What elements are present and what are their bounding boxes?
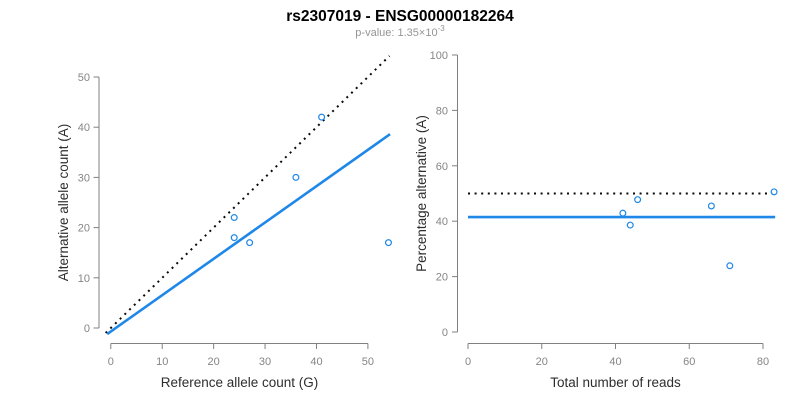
data-point <box>246 239 254 247</box>
x-axis-tick-label: 40 <box>609 356 621 368</box>
figure-subtitle: p-value: 1.35×10-3 <box>355 24 445 39</box>
x-axis-title: Total number of reads <box>550 375 681 390</box>
x-axis-tick-label: 30 <box>259 356 271 368</box>
y-axis-tick-label: 0 <box>84 323 90 335</box>
y-axis-tick-label: 80 <box>436 105 448 117</box>
y-axis-tick-label: 60 <box>436 161 448 173</box>
x-axis-tick-label: 40 <box>310 356 322 368</box>
y-axis-title: Percentage alternative (A) <box>414 115 429 272</box>
data-point <box>384 239 392 247</box>
pvalue-exponent: -3 <box>438 24 446 33</box>
y-axis-tick-label: 30 <box>78 172 90 184</box>
data-point <box>726 262 734 270</box>
data-point <box>770 188 778 196</box>
x-axis-tick-label: 0 <box>108 356 114 368</box>
y-axis-tick-label: 50 <box>78 72 90 84</box>
data-point <box>230 234 238 242</box>
y-axis-tick-label: 20 <box>436 272 448 284</box>
data-point <box>634 196 642 204</box>
y-axis-tick-label: 40 <box>78 122 90 134</box>
pvalue-label: p-value: <box>355 27 397 39</box>
y-axis-tick-label: 0 <box>442 327 448 339</box>
pvalue-mantissa: 1.35×10 <box>398 27 438 39</box>
figure-title: rs2307019 - ENSG00000182264 <box>286 8 514 25</box>
y-axis-tick-label: 20 <box>78 223 90 235</box>
x-axis-tick-label: 10 <box>156 356 168 368</box>
allele-count-plot: 0 10 20 30 40 50 0 10 20 30 40 50 Reference allele c… <box>56 55 392 390</box>
data-point <box>230 214 238 222</box>
data-point <box>318 113 326 121</box>
y-axis-tick-label: 10 <box>78 273 90 285</box>
x-axis-tick-label: 20 <box>208 356 220 368</box>
x-axis-tick-label: 0 <box>465 356 471 368</box>
identity-line <box>104 55 391 334</box>
data-point <box>707 202 715 210</box>
x-axis-tick-label: 50 <box>362 356 374 368</box>
data-point <box>626 221 634 229</box>
x-axis-title: Reference allele count (G) <box>161 375 319 390</box>
x-axis-tick-label: 80 <box>757 356 769 368</box>
percentage-reads-plot: 0 20 40 60 80 0 20 40 60 80 100 Total number of rea… <box>414 50 778 390</box>
allelic-ratio-line <box>106 133 391 336</box>
x-axis-tick-label: 20 <box>536 356 548 368</box>
y-axis-title: Alternative allele count (A) <box>56 124 71 282</box>
x-axis-tick-label: 60 <box>683 356 695 368</box>
data-point <box>292 173 300 181</box>
y-axis-tick-label: 40 <box>436 216 448 228</box>
y-axis-tick-label: 100 <box>430 50 448 62</box>
data-point <box>619 209 627 217</box>
